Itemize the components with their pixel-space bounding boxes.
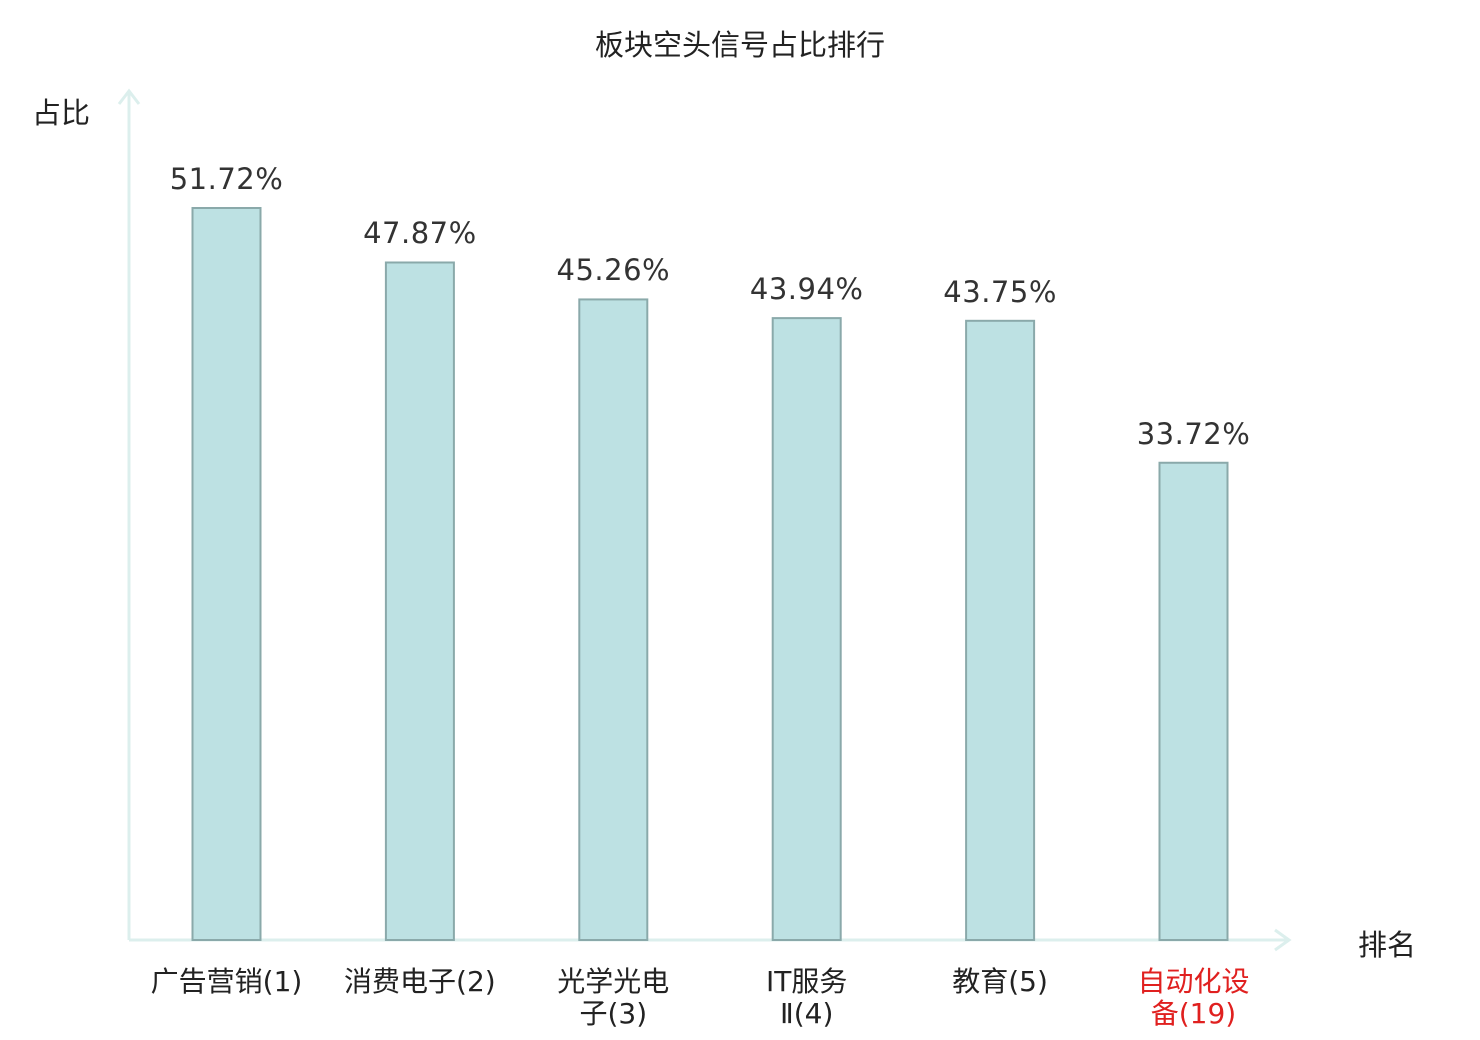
category-label: 广告营销(1): [132, 966, 322, 998]
category-label-line: 光学光电: [557, 965, 670, 998]
bar-value-label: 33.72%: [1136, 416, 1251, 451]
category-label: 消费电子(2): [325, 966, 515, 998]
category-label-line: 消费电子(2): [344, 965, 496, 998]
bar-value-label: 43.94%: [749, 272, 864, 307]
x-axis-label: 排名: [1358, 928, 1417, 962]
bar-2: [384, 261, 455, 941]
bar-value-label: 47.87%: [363, 216, 477, 251]
bar-5: [965, 319, 1036, 941]
category-label-line: 备(19): [1150, 997, 1237, 1030]
bar-6: [1158, 461, 1229, 941]
y-axis-label: 占比: [32, 96, 91, 130]
category-label-line: 广告营销(1): [150, 965, 303, 998]
bar-1: [191, 207, 262, 941]
category-label-line: Ⅱ(4): [779, 997, 834, 1030]
category-label: 自动化设 备(19): [1099, 966, 1289, 1030]
bar-value-label: 43.75%: [943, 274, 1057, 309]
category-label-line: 教育(5): [952, 965, 1048, 998]
category-label: 教育(5): [905, 966, 1095, 998]
bar-value-label: 51.72%: [169, 162, 284, 196]
category-label: 光学光电 子(3): [518, 966, 708, 1030]
x-axis-arrow-icon: [1274, 928, 1292, 952]
y-axis-arrow-icon: [117, 88, 141, 105]
category-label-line: 子(3): [579, 997, 648, 1030]
bar-3: [578, 298, 649, 941]
category-label-line: IT服务: [766, 965, 848, 998]
bar-value-label: 45.26%: [556, 253, 671, 288]
bar-4: [771, 317, 842, 941]
chart-title: 板块空头信号占比排行: [594, 28, 885, 62]
category-label: IT服务 Ⅱ(4): [712, 966, 902, 1030]
category-label-line: 自动化设: [1137, 965, 1250, 998]
